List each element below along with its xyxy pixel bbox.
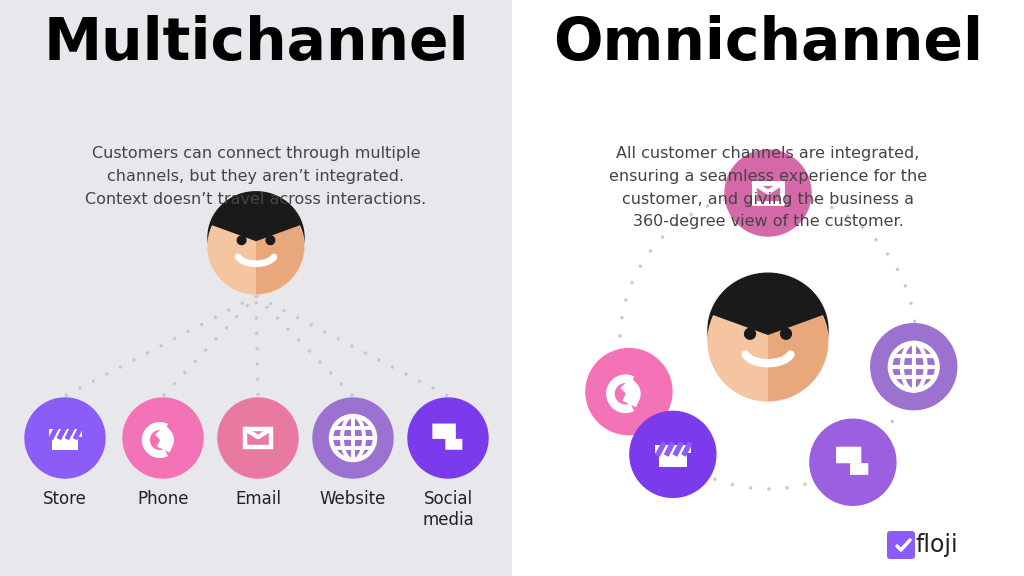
- Ellipse shape: [208, 192, 304, 283]
- FancyBboxPatch shape: [445, 439, 463, 450]
- Circle shape: [586, 348, 672, 435]
- FancyBboxPatch shape: [61, 439, 69, 450]
- Circle shape: [218, 398, 298, 478]
- FancyBboxPatch shape: [658, 451, 687, 467]
- Ellipse shape: [708, 273, 828, 387]
- Circle shape: [708, 281, 828, 401]
- Circle shape: [238, 236, 246, 245]
- Circle shape: [780, 328, 792, 339]
- Text: Multichannel: Multichannel: [43, 15, 469, 72]
- Polygon shape: [256, 198, 304, 294]
- Circle shape: [208, 198, 304, 294]
- Polygon shape: [606, 374, 634, 413]
- FancyBboxPatch shape: [512, 0, 1024, 576]
- Wedge shape: [210, 192, 302, 241]
- FancyBboxPatch shape: [655, 445, 690, 453]
- FancyBboxPatch shape: [836, 447, 861, 463]
- Wedge shape: [711, 274, 825, 335]
- Text: Email: Email: [234, 490, 281, 508]
- Text: Omnichannel: Omnichannel: [553, 15, 983, 72]
- FancyBboxPatch shape: [850, 463, 868, 475]
- Polygon shape: [768, 281, 828, 401]
- Text: All customer channels are integrated,
ensuring a seamless experience for the
cus: All customer channels are integrated, en…: [609, 146, 927, 229]
- Circle shape: [630, 411, 716, 497]
- Text: Phone: Phone: [137, 490, 188, 508]
- Text: Customers can connect through multiple
channels, but they aren’t integrated.
Con: Customers can connect through multiple c…: [85, 146, 427, 207]
- FancyBboxPatch shape: [669, 456, 677, 467]
- Text: Website: Website: [319, 490, 386, 508]
- Text: Social
media: Social media: [422, 490, 474, 529]
- Circle shape: [810, 419, 896, 505]
- Circle shape: [313, 398, 393, 478]
- FancyBboxPatch shape: [432, 423, 456, 439]
- Text: floji: floji: [916, 533, 958, 557]
- FancyBboxPatch shape: [48, 429, 82, 437]
- Circle shape: [725, 150, 811, 236]
- Text: Store: Store: [43, 490, 87, 508]
- Circle shape: [870, 324, 956, 410]
- Circle shape: [123, 398, 203, 478]
- Circle shape: [408, 398, 488, 478]
- Circle shape: [266, 236, 274, 245]
- Polygon shape: [141, 422, 168, 458]
- FancyBboxPatch shape: [887, 531, 915, 559]
- Circle shape: [744, 328, 756, 339]
- FancyBboxPatch shape: [0, 0, 512, 576]
- FancyBboxPatch shape: [52, 435, 78, 450]
- Circle shape: [25, 398, 105, 478]
